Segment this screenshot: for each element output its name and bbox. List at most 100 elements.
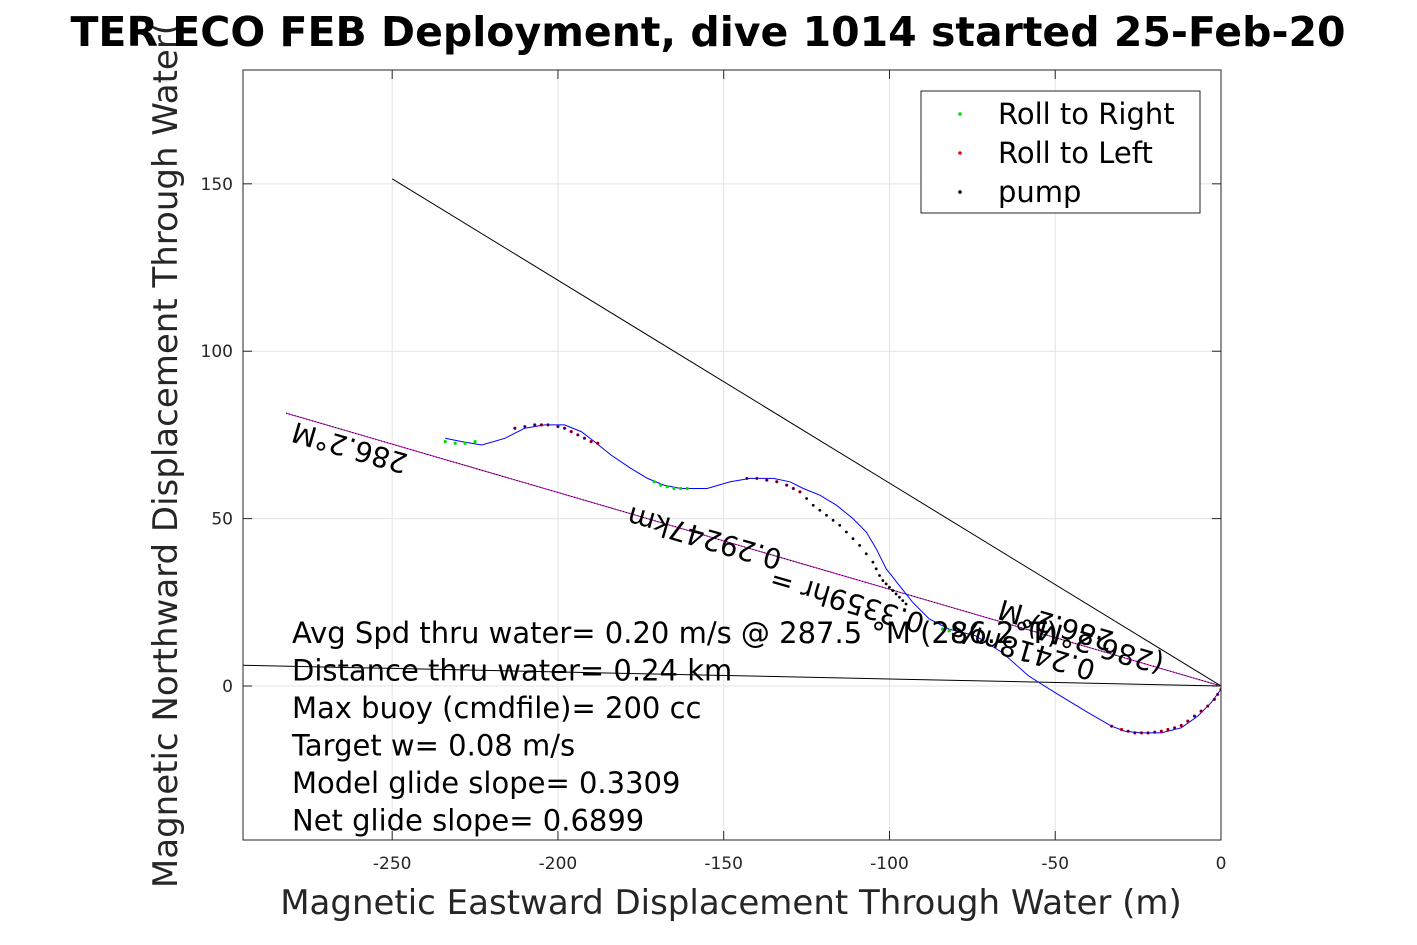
y-tick-label: 150 [201, 175, 233, 195]
heading-line-dotted [285, 412, 1221, 687]
legend-label: Roll to Right [998, 97, 1175, 131]
roll-left-point-overlay [745, 477, 749, 480]
roll-left-point-overlay [533, 423, 536, 426]
roll-left-point-overlay [755, 477, 758, 480]
roll-left-point-overlay [1200, 710, 1203, 713]
roll-left-point-overlay [1216, 693, 1219, 696]
pump-point [904, 602, 908, 606]
roll-right-point [940, 627, 945, 631]
roll-left-point-overlay [590, 440, 593, 443]
roll-left-point-overlay [765, 479, 768, 482]
x-tick-label: 0 [1216, 854, 1227, 874]
roll-right-point [685, 486, 689, 491]
roll-left-point-overlay [596, 442, 599, 445]
pump-point [894, 592, 898, 596]
roll-right-point [453, 441, 457, 445]
stats-block: Avg Spd thru water= 0.20 m/s @ 287.5 °M … [291, 616, 1058, 838]
roll-left-point-overlay [1160, 730, 1163, 733]
pump-point [851, 537, 855, 541]
pump-point [881, 579, 885, 582]
roll-right-point [672, 486, 676, 491]
reference-line [391, 178, 1221, 687]
pump-point [884, 582, 888, 586]
roll-right-point [659, 483, 663, 487]
pump-point [825, 513, 828, 517]
roll-left-point-overlay [1120, 728, 1123, 731]
pump-point [864, 552, 868, 556]
roll-left-point-overlay [1193, 715, 1196, 718]
roll-left-point-overlay [1166, 728, 1170, 731]
pump-point [844, 530, 848, 534]
roll-right-point [443, 440, 447, 444]
pump-point [878, 574, 881, 577]
pump-point [818, 508, 822, 512]
chart-title: TER ECO FEB Deployment, dive 1014 starte… [70, 8, 1345, 56]
legend-marker [958, 112, 962, 116]
roll-left-point-overlay [570, 430, 573, 433]
roll-left-point-overlay [1213, 698, 1216, 701]
stat-line: Model glide slope= 0.3309 [292, 766, 680, 800]
roll-right-point [652, 480, 656, 484]
roll-left-point-overlay [798, 490, 802, 493]
roll-left-point-overlay [576, 433, 579, 437]
legend-marker [958, 190, 962, 194]
x-tick-label: -100 [870, 854, 909, 874]
y-tick-label: 100 [201, 342, 233, 362]
roll-right-point [679, 486, 683, 491]
stat-line: Net glide slope= 0.6899 [292, 804, 644, 838]
stat-line: Max buoy (cmdfile)= 200 cc [292, 691, 701, 725]
pump-point [858, 543, 862, 547]
stat-line: Avg Spd thru water= 0.20 m/s @ 287.5 °M … [292, 616, 1058, 650]
roll-left-point-overlay [540, 423, 543, 426]
roll-left-point-overlay [1133, 731, 1136, 734]
pump-point [831, 518, 835, 522]
x-tick-label: -250 [373, 854, 412, 874]
pump-point [891, 589, 895, 592]
pump-point [898, 595, 901, 599]
stat-line: Target w= 0.08 m/s [291, 729, 575, 763]
tick-labels: -250 -200 -150 -100 -50 0 0 50 100 150 [201, 175, 1227, 874]
roll-left-point-overlay [1173, 726, 1176, 729]
roll-left-point-overlay [775, 480, 778, 483]
pump-point [838, 523, 842, 527]
roll-right-point [947, 629, 951, 633]
legend-label: pump [998, 175, 1081, 209]
y-tick-label: 50 [211, 510, 233, 530]
plot-content [243, 178, 1221, 735]
legend-marker [958, 151, 962, 155]
roll-right-point [473, 440, 477, 444]
pump-point [871, 560, 875, 564]
roll-left-point-overlay [523, 425, 526, 428]
pump-point [805, 497, 808, 500]
pump-point [901, 599, 905, 603]
roll-left-point-overlay [1110, 725, 1113, 728]
legend-box [920, 90, 1201, 214]
roll-left-point-overlay [792, 487, 795, 490]
roll-left-point-overlay [556, 425, 560, 428]
x-tick-label: -200 [539, 854, 578, 874]
roll-left-point-overlay [785, 484, 788, 487]
roll-left-point-overlay [1140, 731, 1143, 734]
pump-point [811, 503, 815, 507]
plot-frame [242, 69, 1222, 841]
roll-left-point-overlay [1186, 720, 1189, 723]
roll-left-point-overlay [546, 423, 550, 426]
roll-left-point-overlay [1127, 730, 1130, 733]
roll-right-point [665, 485, 669, 489]
legend-label: Roll to Left [998, 136, 1153, 170]
reference-line [243, 664, 1221, 687]
roll-left-point-overlay [1146, 731, 1150, 734]
pump-point [874, 567, 878, 571]
roll-left-point-overlay [513, 427, 516, 430]
x-tick-label: -50 [1041, 854, 1069, 874]
roll-left-point-overlay [1153, 731, 1156, 734]
y-axis-label: Magnetic Northward Displacement Through … [146, 22, 186, 888]
roll-left-point-overlay [1180, 724, 1183, 727]
roll-left-point-overlay [563, 427, 566, 430]
pump-point [888, 585, 891, 589]
x-axis-label: Magnetic Eastward Displacement Through W… [280, 883, 1182, 923]
roll-left-point-overlay [1206, 704, 1209, 708]
reference-lines [243, 178, 1221, 687]
roll-left-point-overlay [583, 437, 586, 440]
